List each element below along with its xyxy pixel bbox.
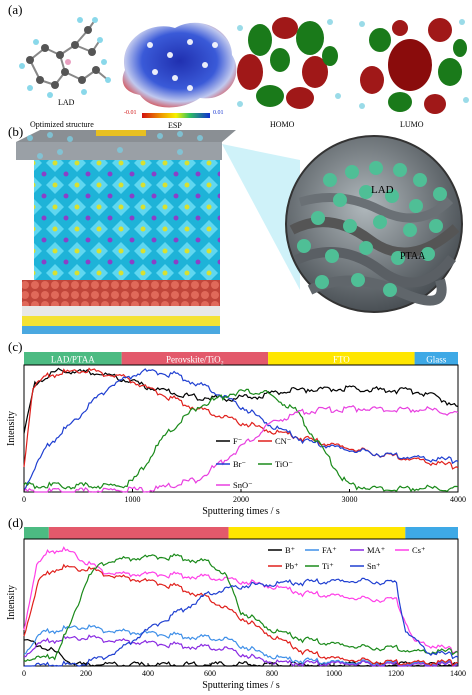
- series-line: [24, 577, 459, 667]
- x-tick-label: 1400: [450, 669, 466, 678]
- series-line: [23, 624, 459, 667]
- molecule-label: LAD: [58, 98, 75, 107]
- series-line: [23, 634, 459, 667]
- caption-optimized-structure: Optimized structure: [30, 120, 94, 129]
- layer-band: [268, 352, 415, 365]
- x-tick-label: 400: [142, 669, 154, 678]
- x-tick-label: 2000: [233, 495, 249, 504]
- x-tick-label: 0: [22, 495, 26, 504]
- optimized-structure-image: [19, 17, 111, 98]
- plot-frame: [23, 538, 459, 667]
- series-line: [23, 405, 459, 493]
- device-schematic: [16, 130, 463, 334]
- series-line: [23, 553, 459, 663]
- chart-d: 0 200 400 600 800 1000 1200 1400 Sputtering time…: [6, 527, 466, 691]
- x-tick-label: 1000: [125, 495, 141, 504]
- zoom-label-ptaa: PTAA: [400, 251, 426, 262]
- x-tick-label: 3000: [342, 495, 358, 504]
- layer-band: [24, 352, 122, 365]
- layer-band: [405, 527, 458, 539]
- layer-band: [24, 527, 49, 539]
- caption-homo: HOMO: [270, 120, 295, 129]
- homo-orbital-image: [237, 17, 341, 109]
- layer-band-label: Perovskite/TiO₂: [166, 355, 224, 365]
- x-tick-label: 0: [22, 669, 26, 678]
- x-tick-label: 200: [80, 669, 92, 678]
- legend-label: Cs⁺: [412, 545, 426, 555]
- layer-band: [414, 352, 458, 365]
- legend-label: Sn⁺: [367, 561, 381, 571]
- legend-label: F⁻: [233, 436, 243, 446]
- chart-c: LAD/PTAA Perovskite/TiO₂ FTO Glass 0 1000 2000…: [6, 352, 466, 517]
- y-axis-label: Intensity: [6, 411, 17, 446]
- panel-a-illustrations: [19, 17, 469, 118]
- caption-esp: ESP: [168, 121, 182, 130]
- legend-label: Ti⁺: [322, 561, 334, 571]
- legend-label: Br⁻: [233, 459, 247, 469]
- layer-band: [121, 352, 269, 365]
- esp-scale-min: -0.01: [124, 110, 137, 116]
- x-tick-label: 4000: [450, 495, 466, 504]
- x-tick-label: 600: [204, 669, 216, 678]
- layer-band-label: FTO: [333, 355, 350, 365]
- lumo-orbital-image: [359, 18, 469, 114]
- panel-c-label: (c): [8, 339, 23, 354]
- plot-frame: [23, 364, 459, 493]
- esp-map-image: [122, 22, 237, 118]
- series-line: [23, 367, 459, 470]
- legend-label: Pb⁺: [285, 561, 299, 571]
- zoom-callout: [222, 144, 300, 290]
- series-line: [23, 638, 459, 667]
- series-line: [23, 546, 459, 654]
- panel-d-label: (d): [8, 515, 24, 530]
- series-line: [23, 563, 459, 667]
- layer-band: [48, 527, 229, 539]
- legend-label: B⁺: [285, 545, 296, 555]
- layer-band: [228, 527, 406, 539]
- legend-label: MA⁺: [367, 545, 386, 555]
- x-axis-label: Sputtering times / s: [202, 506, 280, 517]
- legend-label: CN⁻: [275, 436, 292, 446]
- x-tick-label: 1200: [388, 669, 404, 678]
- x-tick-label: 800: [266, 669, 278, 678]
- caption-lumo: LUMO: [400, 120, 424, 129]
- zoom-circle-image: [285, 135, 463, 313]
- series-line: [23, 388, 459, 493]
- y-axis-label: Intensity: [6, 585, 17, 620]
- panel-a-label: (a): [8, 2, 23, 17]
- esp-scale-max: 0.01: [213, 110, 224, 116]
- series-line: [23, 368, 459, 491]
- legend-label: SnO⁻: [233, 480, 253, 490]
- legend-label: FA⁺: [322, 545, 337, 555]
- layer-band-label: LAD/PTAA: [51, 355, 95, 365]
- series-line: [23, 367, 459, 434]
- legend-label: TiO⁻: [275, 459, 293, 469]
- x-axis-label: Sputtering times / s: [202, 680, 280, 691]
- x-tick-label: 1000: [326, 669, 342, 678]
- layer-band-label: Glass: [426, 355, 446, 365]
- panel-b-label: (b): [8, 124, 24, 139]
- zoom-label-lad: LAD: [371, 184, 394, 196]
- device-stack-image: [16, 130, 236, 334]
